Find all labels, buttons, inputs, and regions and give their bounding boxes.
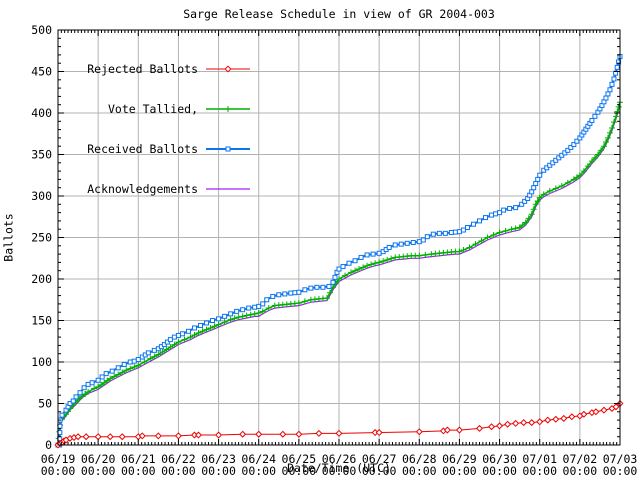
svg-text:50: 50 [38,397,52,411]
legend-item-acknowledgements: Acknowledgements [62,182,251,196]
svg-text:06/21: 06/21 [121,452,156,466]
legend-label: Acknowledgements [87,181,198,196]
svg-text:450: 450 [31,65,52,79]
svg-text:400: 400 [31,106,52,120]
legend-line-sample-icon [205,142,251,156]
svg-text:00:00: 00:00 [322,464,357,478]
svg-text:00:00: 00:00 [563,464,598,478]
svg-text:06/29: 06/29 [442,452,477,466]
svg-text:00:00: 00:00 [201,464,236,478]
svg-text:06/24: 06/24 [241,452,276,466]
chart-title: Sarge Release Schedule in view of GR 200… [183,7,495,21]
y-tick-labels: 0 50 100 150 200 250 300 350 400 450 500 [31,23,52,452]
plot-border-and-ticks [57,29,621,446]
svg-text:00:00: 00:00 [442,464,477,478]
legend-line-sample-icon [205,102,251,116]
svg-text:250: 250 [31,231,52,245]
svg-text:00:00: 00:00 [362,464,397,478]
legend-item-vote-tallied: Vote Tallied, [62,102,251,116]
svg-text:00:00: 00:00 [241,464,276,478]
svg-text:07/02: 07/02 [563,452,598,466]
svg-text:150: 150 [31,314,52,328]
svg-text:06/28: 06/28 [402,452,437,466]
svg-text:350: 350 [31,148,52,162]
svg-text:00:00: 00:00 [41,464,76,478]
legend-line-sample-icon [205,62,251,76]
svg-text:300: 300 [31,189,52,203]
legend-item-rejected-ballots: Rejected Ballots [62,62,251,76]
svg-text:00:00: 00:00 [603,464,638,478]
gridlines [58,30,620,445]
svg-text:06/25: 06/25 [282,452,317,466]
svg-text:00:00: 00:00 [121,464,156,478]
svg-text:500: 500 [31,23,52,37]
svg-text:100: 100 [31,355,52,369]
svg-text:00:00: 00:00 [81,464,116,478]
svg-text:0: 0 [45,438,52,452]
svg-text:200: 200 [31,272,52,286]
svg-text:00:00: 00:00 [482,464,517,478]
series-tallied [55,99,623,448]
svg-text:00:00: 00:00 [282,464,317,478]
svg-text:06/22: 06/22 [161,452,196,466]
series-received [55,54,623,448]
svg-text:07/03: 07/03 [603,452,638,466]
y-axis-title: Ballots [1,213,16,262]
svg-text:06/27: 06/27 [362,452,397,466]
svg-text:06/30: 06/30 [482,452,517,466]
x-axis-title: Date/Time (UTC) [287,461,391,475]
svg-text:00:00: 00:00 [161,464,196,478]
legend-label: Rejected Ballots [87,61,198,76]
svg-text:06/26: 06/26 [322,452,357,466]
svg-text:06/19: 06/19 [41,452,76,466]
legend-label: Received Ballots [87,141,198,156]
legend-item-received-ballots: Received Ballots [62,142,251,156]
svg-text:00:00: 00:00 [402,464,437,478]
legend-line-sample-icon [205,182,251,196]
legend-label: Vote Tallied, [107,101,198,116]
svg-text:07/01: 07/01 [522,452,557,466]
svg-text:00:00: 00:00 [522,464,557,478]
svg-text:06/23: 06/23 [201,452,236,466]
x-tick-labels: 06/1900:0006/2000:0006/2100:0006/2200:00… [41,452,638,478]
legend: Rejected Ballots Vote Tallied, Received … [62,36,251,222]
svg-text:06/20: 06/20 [81,452,116,466]
